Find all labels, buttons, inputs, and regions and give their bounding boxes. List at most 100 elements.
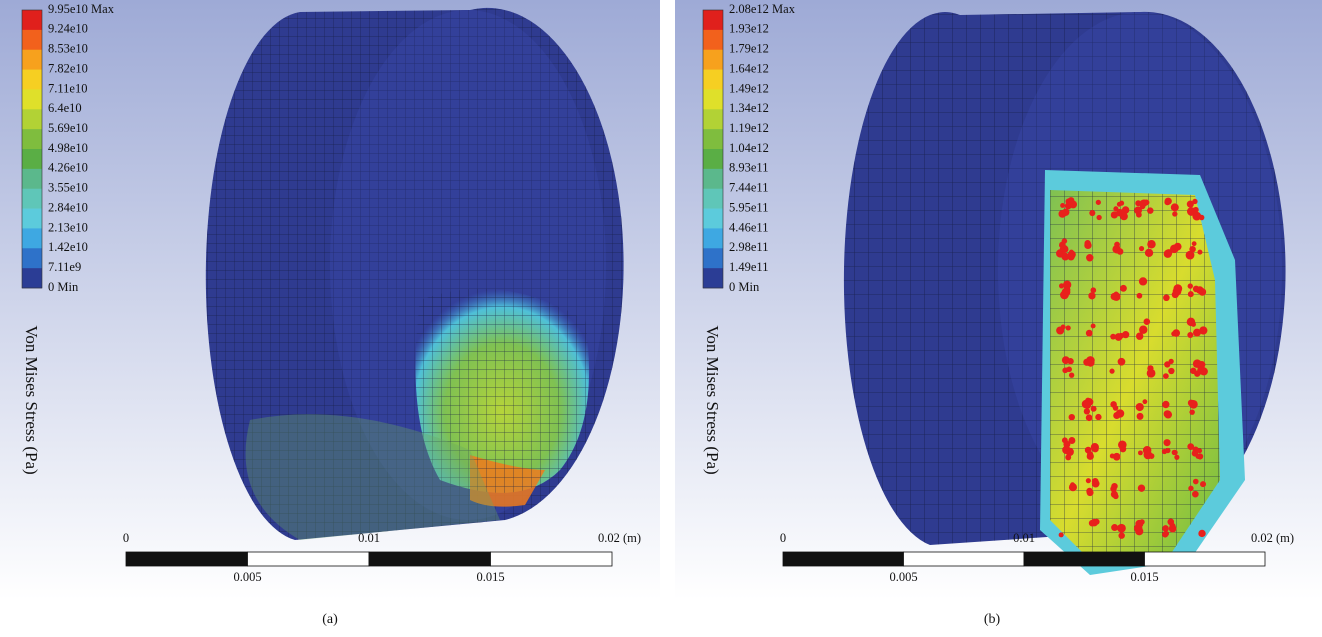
- particle: [1119, 201, 1124, 206]
- particle: [1120, 446, 1127, 453]
- particle: [1168, 368, 1174, 374]
- axis-label: Von Mises Stress (Pa): [22, 325, 41, 474]
- scale-segment: [904, 552, 1025, 566]
- particle: [1162, 449, 1167, 454]
- particle: [1189, 246, 1195, 252]
- particle: [1118, 532, 1124, 538]
- particle: [1187, 201, 1194, 208]
- particle: [1197, 453, 1203, 459]
- legend-label: 2.98e11: [729, 240, 768, 254]
- particle: [1136, 403, 1144, 411]
- particle: [1089, 520, 1096, 527]
- legend-label: 7.82e10: [48, 61, 88, 75]
- particle: [1060, 247, 1065, 252]
- particle: [1192, 241, 1197, 246]
- color-swatch: [703, 89, 723, 109]
- particle: [1089, 210, 1095, 216]
- scale-label: 0.02 (m): [1251, 531, 1294, 545]
- particle: [1063, 281, 1071, 289]
- color-swatch: [22, 248, 42, 268]
- legend-label: 7.44e11: [729, 181, 768, 195]
- scale-label: 0.005: [889, 570, 917, 584]
- particle: [1174, 243, 1182, 251]
- particle: [1200, 481, 1206, 487]
- scale-segment: [491, 552, 613, 566]
- color-swatch: [703, 70, 723, 90]
- legend-label: 5.69e10: [48, 121, 88, 135]
- particle: [1097, 215, 1102, 220]
- color-swatch: [703, 169, 723, 189]
- particle: [1139, 246, 1144, 251]
- particle: [1163, 373, 1169, 379]
- color-swatch: [703, 228, 723, 248]
- scale-label: 0.015: [1130, 570, 1158, 584]
- particle: [1193, 359, 1202, 368]
- particle: [1144, 200, 1150, 206]
- legend-label: 1.49e12: [729, 81, 769, 95]
- particle: [1144, 318, 1151, 325]
- color-swatch: [703, 129, 723, 149]
- color-swatch: [22, 209, 42, 229]
- particle: [1062, 437, 1068, 443]
- particle: [1111, 211, 1118, 218]
- color-swatch: [703, 248, 723, 268]
- particle: [1118, 358, 1126, 366]
- legend-label: 9.24e10: [48, 22, 88, 36]
- legend-label: 2.08e12 Max: [729, 2, 796, 16]
- particle: [1147, 369, 1156, 378]
- particle: [1092, 480, 1100, 488]
- legend-label: 1.93e12: [729, 22, 769, 36]
- particle: [1187, 318, 1195, 326]
- particle: [1187, 332, 1193, 338]
- particle: [1193, 479, 1199, 485]
- color-swatch: [22, 189, 42, 209]
- particle: [1196, 286, 1204, 294]
- scale-label: 0.005: [233, 570, 261, 584]
- color-swatch: [22, 268, 42, 288]
- particle: [1139, 277, 1147, 285]
- legend-label: 1.19e12: [729, 121, 769, 135]
- particle: [1086, 414, 1093, 421]
- particle: [1193, 447, 1199, 453]
- color-swatch: [703, 10, 723, 30]
- scale-segment: [369, 552, 491, 566]
- particle: [1086, 254, 1093, 261]
- color-swatch: [703, 149, 723, 169]
- legend-label: 0 Min: [48, 280, 79, 294]
- color-swatch: [22, 70, 42, 90]
- color-swatch: [703, 268, 723, 288]
- particle: [1086, 330, 1093, 337]
- particle: [1174, 455, 1179, 460]
- legend-label: 3.55e10: [48, 181, 88, 195]
- legend-label: 0 Min: [729, 280, 760, 294]
- legend-label: 7.11e10: [48, 81, 87, 95]
- legend-label: 8.53e10: [48, 42, 88, 56]
- legend-label: 2.13e10: [48, 220, 88, 234]
- particle: [1171, 203, 1179, 211]
- particle: [1188, 291, 1194, 297]
- legend-label: 4.46e11: [729, 220, 768, 234]
- particle: [1113, 494, 1119, 500]
- scale-segment: [1145, 552, 1266, 566]
- particle: [1091, 323, 1096, 328]
- color-swatch: [22, 30, 42, 50]
- particle: [1069, 201, 1077, 209]
- particle: [1198, 531, 1204, 537]
- legend-label: 1.34e12: [729, 101, 769, 115]
- scale-segment: [126, 552, 248, 566]
- particle: [1192, 212, 1201, 221]
- particle: [1136, 332, 1143, 339]
- particle: [1069, 372, 1074, 377]
- page: {"panels": [ {"legend": {"labels": ["9.9…: [0, 0, 1322, 637]
- legend-label: 4.26e10: [48, 161, 88, 175]
- caption: (a): [322, 612, 338, 627]
- particle: [1087, 489, 1094, 496]
- particle: [1113, 405, 1118, 410]
- particle: [1163, 439, 1170, 446]
- particle: [1088, 292, 1095, 299]
- particle: [1056, 326, 1064, 334]
- particle: [1192, 491, 1199, 498]
- particle: [1067, 253, 1074, 260]
- legend-label: 4.98e10: [48, 141, 88, 155]
- particle: [1137, 293, 1143, 299]
